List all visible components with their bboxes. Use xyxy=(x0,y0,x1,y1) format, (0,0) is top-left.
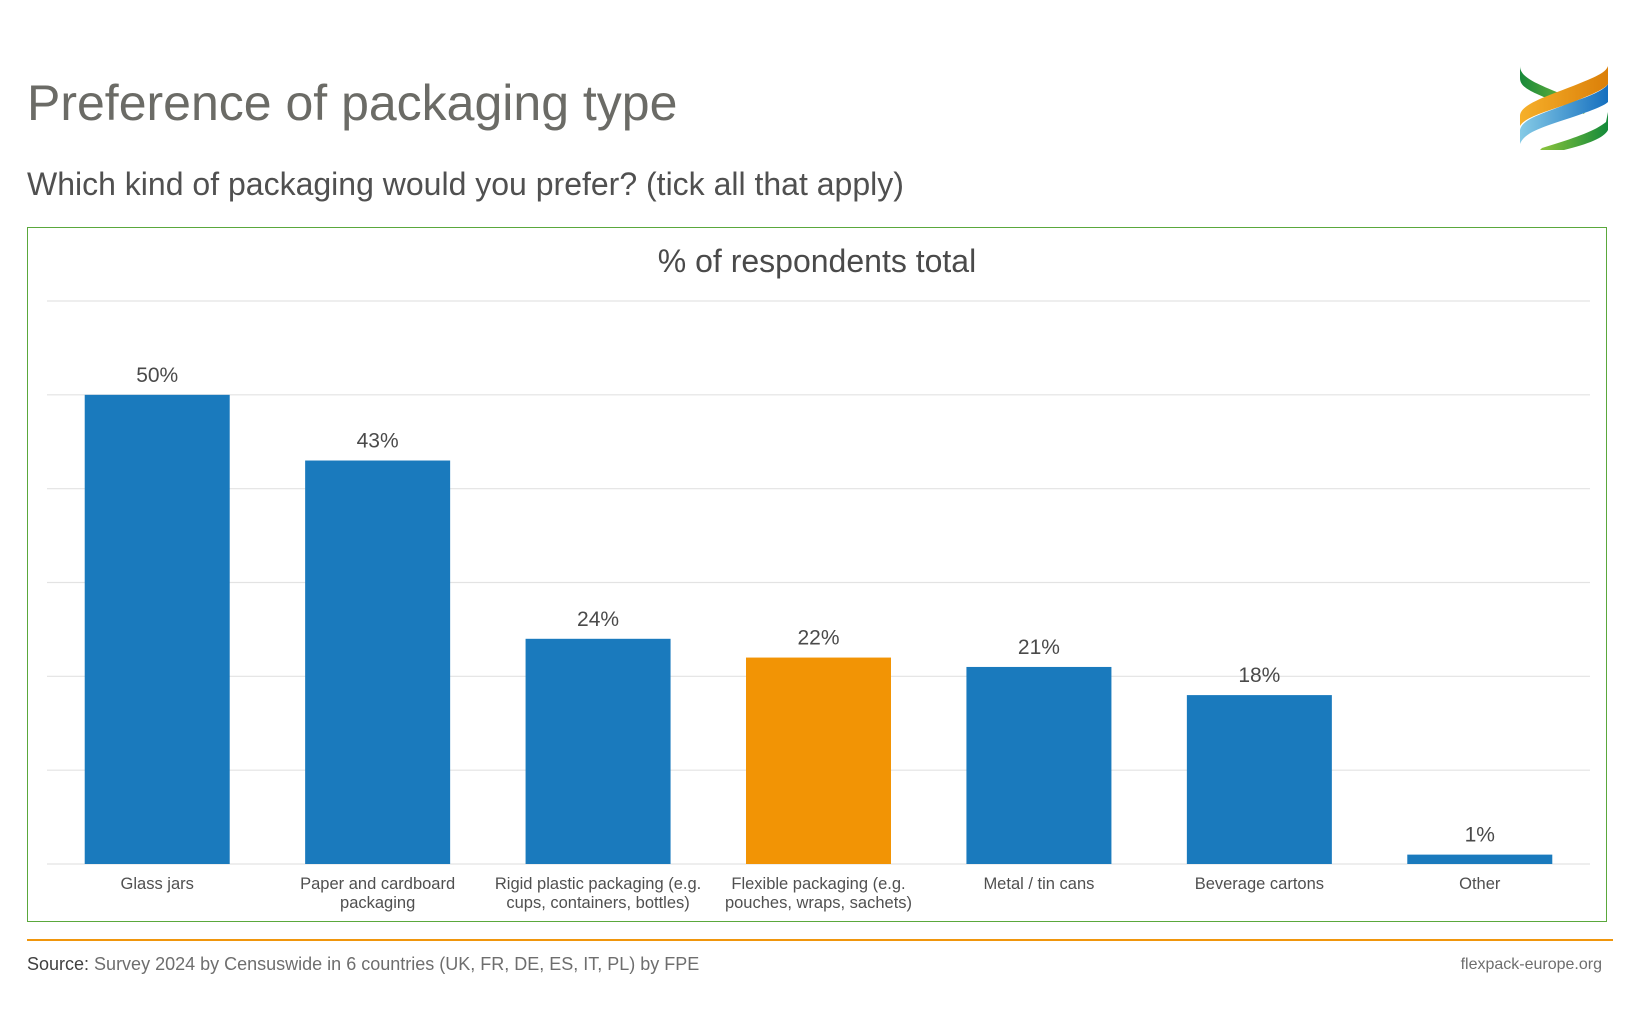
data-label: 22% xyxy=(797,627,839,650)
data-label: 18% xyxy=(1238,664,1280,687)
page-subtitle: Which kind of packaging would you prefer… xyxy=(27,166,904,202)
x-tick-label: Beverage cartons xyxy=(1195,875,1324,893)
bar xyxy=(746,657,891,864)
bar xyxy=(1186,695,1332,864)
x-tick-label: Metal / tin cans xyxy=(983,875,1094,893)
x-tick-label: Rigid plastic packaging (e.g. xyxy=(495,875,701,893)
page-title: Preference of packaging type xyxy=(27,75,678,131)
x-tick-label: pouches, wraps, sachets) xyxy=(725,894,912,912)
bar xyxy=(305,460,451,864)
data-label: 50% xyxy=(136,364,178,387)
data-label: 24% xyxy=(577,608,619,631)
website-link[interactable]: flexpack-europe.org xyxy=(1460,956,1602,973)
data-label: 21% xyxy=(1018,636,1060,659)
source-label: Source: xyxy=(27,954,90,974)
bar xyxy=(84,394,230,864)
x-tick-label: Paper and cardboard xyxy=(300,875,455,893)
flexpack-logo-icon xyxy=(1520,66,1608,150)
x-tick-label: cups, containers, bottles) xyxy=(506,894,689,912)
x-tick-label: Flexible packaging (e.g. xyxy=(731,875,905,893)
footer-divider xyxy=(27,939,1613,941)
x-tick-label: Glass jars xyxy=(121,875,194,893)
bar xyxy=(966,666,1112,864)
data-label: 1% xyxy=(1465,824,1495,847)
x-tick-label: Other xyxy=(1459,875,1501,893)
data-label: 43% xyxy=(357,430,399,453)
chart-title: % of respondents total xyxy=(658,243,976,279)
x-tick-label: packaging xyxy=(340,894,415,912)
bar xyxy=(525,638,671,864)
source-note: Source: Survey 2024 by Censuswide in 6 c… xyxy=(27,954,699,975)
source-text: Survey 2024 by Censuswide in 6 countries… xyxy=(89,954,700,974)
chart-frame xyxy=(27,227,1607,922)
bar xyxy=(1407,854,1553,864)
